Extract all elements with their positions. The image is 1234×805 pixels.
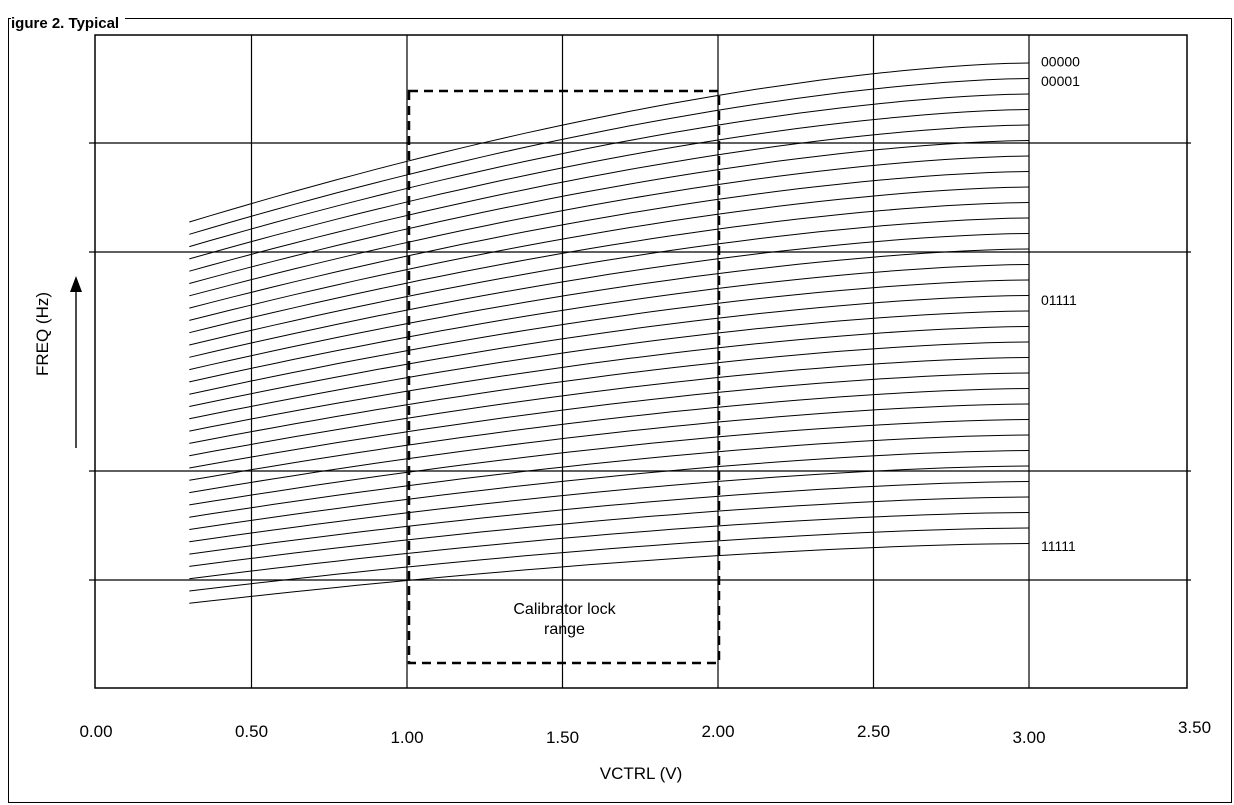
- series-curve: [189, 295, 1030, 407]
- series-curve: [189, 264, 1030, 383]
- series-curve: [189, 124, 1030, 272]
- series-curve: [189, 434, 1030, 518]
- figure-frame: igure 2. Typical: [8, 15, 1232, 803]
- x-tick-label: 0.00: [79, 722, 112, 741]
- figure-title: igure 2. Typical: [11, 15, 126, 33]
- y-axis-arrow-head: [70, 276, 82, 292]
- series-curve: [189, 78, 1030, 235]
- annotation-line2: range: [544, 621, 585, 638]
- series-curve: [189, 109, 1030, 260]
- series-curve: [189, 341, 1030, 444]
- series-curve: [189, 465, 1030, 543]
- series-curve: [189, 248, 1030, 371]
- series-curve: [189, 527, 1030, 592]
- series-curve: [189, 512, 1030, 580]
- series-curve: [189, 233, 1030, 358]
- series-curve: [189, 403, 1030, 494]
- y-axis-label: FREQ (Hz): [33, 292, 52, 376]
- calibrator-lock-range-box: [407, 89, 721, 665]
- series-curve: [189, 372, 1030, 469]
- series-curve: [189, 93, 1030, 248]
- curve-label-01111: 01111: [1041, 292, 1077, 308]
- series-curve: [189, 202, 1030, 334]
- series-curve: [189, 450, 1030, 530]
- series-curve: [189, 326, 1030, 432]
- curve-label-11111: 11111: [1041, 538, 1076, 554]
- series-curve: [189, 496, 1030, 567]
- x-tick-label: 2.50: [857, 722, 890, 741]
- series-curve: [189, 217, 1030, 346]
- series-curve: [189, 419, 1030, 506]
- series-curve: [189, 186, 1030, 321]
- series-curve: [189, 171, 1030, 309]
- series-curve: [189, 388, 1030, 481]
- series-curve: [189, 155, 1030, 297]
- series-curve: [189, 310, 1030, 420]
- curve-label-00000: 00000: [1041, 54, 1080, 70]
- series-curve: [189, 481, 1030, 555]
- series-curve: [189, 62, 1030, 223]
- x-axis-label: VCTRL (V): [600, 764, 683, 783]
- plot-area-border: [94, 34, 1188, 689]
- x-tick-label: 3.50: [1178, 718, 1211, 737]
- series-curve: [189, 543, 1030, 604]
- curve-label-00001: 00001: [1041, 73, 1080, 89]
- series-curve: [189, 140, 1030, 284]
- x-tick-label: 0.50: [235, 722, 268, 741]
- x-tick-label: 3.00: [1012, 728, 1045, 747]
- annotation-line1: Calibrator lock: [513, 601, 616, 618]
- series-curve: [189, 357, 1030, 457]
- x-tick-label: 1.00: [390, 728, 423, 747]
- x-tick-label: 1.50: [546, 728, 579, 747]
- x-tick-label: 2.00: [701, 722, 734, 741]
- series-curve: [189, 279, 1030, 395]
